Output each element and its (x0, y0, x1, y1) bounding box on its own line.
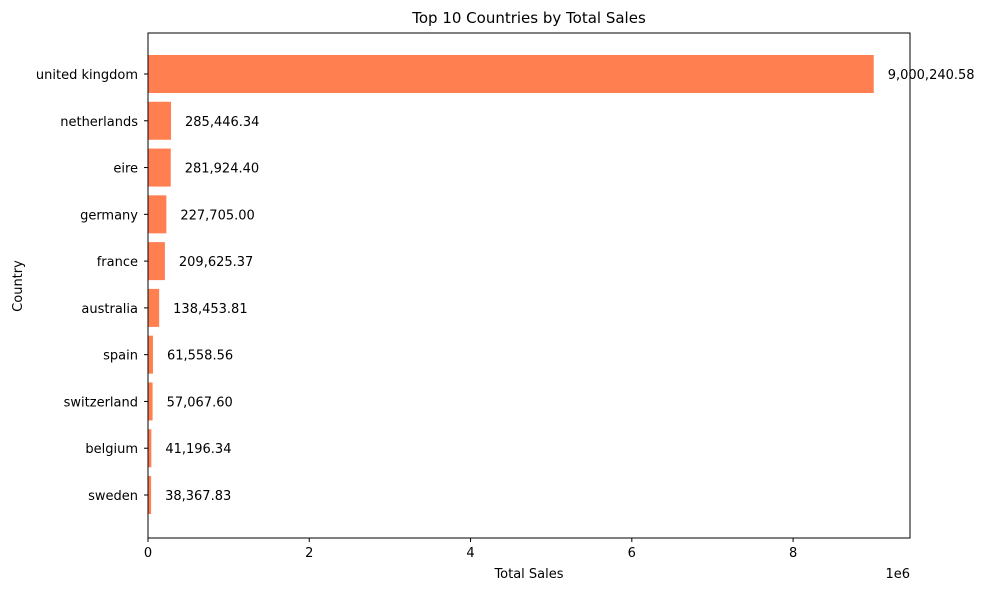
bars-layer (148, 55, 874, 514)
value-label: 57,067.60 (167, 395, 233, 410)
y-tick-label: spain (103, 349, 138, 364)
value-label: 38,367.83 (165, 489, 231, 504)
value-label: 209,625.37 (179, 255, 253, 270)
y-axis-ticks: united kingdom netherlands eire germany fran… (36, 68, 148, 504)
y-tick-label: eire (113, 162, 138, 177)
plot-frame (147, 32, 911, 539)
y-tick-label: germany (80, 208, 138, 223)
value-label: 61,558.56 (167, 349, 233, 364)
bar-germany (148, 195, 167, 234)
y-tick-label: france (97, 255, 138, 270)
y-tick-label: united kingdom (36, 68, 138, 83)
value-label: 281,924.40 (185, 162, 259, 177)
x-tick-label: 4 (466, 546, 474, 561)
value-label: 9,000,240.58 (888, 68, 975, 83)
bar-france (148, 242, 165, 281)
x-tick-label: 6 (628, 546, 636, 561)
value-label: 227,705.00 (180, 208, 254, 223)
y-axis-label: Country (11, 260, 26, 312)
bar-spain (148, 335, 153, 374)
y-tick-label: sweden (88, 489, 138, 504)
bar-sweden (148, 476, 152, 514)
y-tick-label: netherlands (60, 115, 138, 130)
x-tick-label: 8 (789, 546, 797, 561)
value-label: 138,453.81 (173, 302, 247, 317)
bar-netherlands (148, 101, 172, 140)
bar-eire (148, 148, 171, 187)
y-tick-label: switzerland (64, 395, 138, 410)
bar-united-kingdom (148, 55, 874, 93)
y-tick-label: belgium (85, 442, 138, 457)
bar-switzerland (148, 382, 153, 421)
value-labels-layer: 9,000,240.58 285,446.34 281,924.40 227,705.… (165, 68, 974, 504)
x-axis-label: Total Sales (493, 567, 563, 582)
x-axis-ticks: 0 2 4 6 8 (144, 538, 797, 561)
bar-belgium (148, 429, 152, 468)
x-axis-offset-label: 1e6 (885, 567, 910, 582)
bar-australia (148, 288, 160, 327)
y-tick-label: australia (81, 302, 138, 317)
x-tick-label: 0 (144, 546, 152, 561)
value-label: 41,196.34 (165, 442, 231, 457)
x-tick-label: 2 (305, 546, 313, 561)
value-label: 285,446.34 (185, 115, 259, 130)
chart-title: Top 10 Countries by Total Sales (411, 9, 646, 27)
